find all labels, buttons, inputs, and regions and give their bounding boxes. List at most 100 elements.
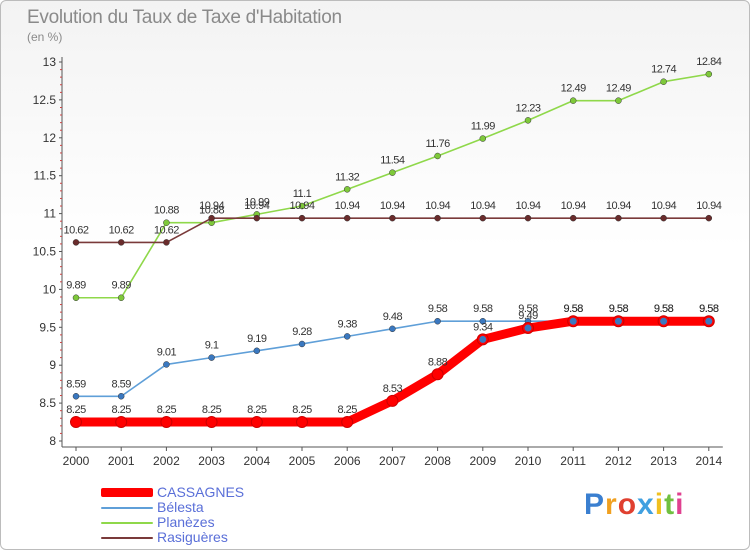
data-label: 12.84	[696, 56, 721, 68]
data-point-inner	[479, 335, 487, 343]
data-label: 10.88	[154, 205, 179, 217]
data-label: 9.89	[66, 280, 86, 292]
data-point	[205, 416, 218, 429]
chart-title: Evolution du Taux de Taxe d'Habitation	[27, 7, 342, 28]
data-label: 12.23	[515, 102, 540, 114]
data-point	[434, 214, 441, 222]
data-point	[253, 347, 261, 355]
legend-swatch	[101, 536, 153, 539]
data-label: 8.53	[383, 383, 403, 395]
data-point	[343, 333, 351, 340]
legend-entry: Rasiguères	[101, 530, 244, 545]
x-tick-label: 2002	[153, 454, 180, 468]
data-label: 11.99	[471, 121, 496, 133]
data-label: 9.58	[699, 303, 719, 315]
data-label: 10.62	[63, 224, 88, 236]
x-tick-label: 2006	[334, 454, 361, 468]
data-label: 9.58	[428, 303, 448, 315]
data-label: 8.25	[202, 404, 222, 416]
data-label: 8.25	[66, 404, 86, 416]
legend-entry: Planèzes	[101, 515, 244, 530]
y-tick-label: 8	[49, 434, 56, 448]
data-point	[615, 97, 622, 104]
data-label: 10.94	[244, 200, 269, 212]
data-point	[163, 239, 170, 246]
legend-label: Bélesta	[157, 499, 204, 515]
y-tick-label: 12	[43, 131, 57, 145]
data-point	[117, 294, 125, 301]
data-label: 10.88	[199, 205, 224, 217]
legend-entry: Bélesta	[101, 500, 244, 515]
y-tick-label: 9.5	[39, 320, 56, 334]
data-point	[72, 294, 80, 301]
data-label: 9.01	[157, 346, 177, 358]
proxiti-logo: Proxiti	[584, 488, 685, 521]
data-point	[389, 169, 396, 176]
data-point-inner	[660, 317, 668, 325]
data-point	[434, 317, 441, 325]
data-label: 8.59	[111, 378, 131, 390]
x-tick-label: 2004	[243, 454, 270, 468]
x-tick-label: 2003	[198, 454, 225, 468]
data-label: 10.99	[244, 196, 269, 208]
x-tick-label: 2001	[108, 454, 135, 468]
data-point	[660, 78, 667, 85]
data-point	[72, 393, 80, 400]
data-point	[296, 416, 308, 429]
data-label: 9.58	[609, 303, 629, 315]
data-label: 9.28	[292, 326, 312, 338]
data-label: 10.62	[154, 224, 179, 236]
data-label: 9.34	[473, 321, 493, 333]
data-point	[163, 219, 170, 226]
data-label: 8.25	[247, 404, 267, 416]
data-label: 9.58	[563, 303, 583, 315]
x-tick-label: 2013	[650, 454, 677, 468]
data-label: 10.94	[561, 200, 586, 212]
data-point-inner	[705, 317, 713, 325]
data-label: 10.94	[651, 200, 676, 212]
data-label: 11.32	[335, 171, 360, 183]
legend-label: Planèzes	[157, 514, 215, 530]
x-tick-label: 2007	[379, 454, 406, 468]
y-tick-label: 10	[43, 282, 57, 296]
data-point	[298, 214, 306, 222]
data-label: 10.94	[606, 200, 631, 212]
data-point	[389, 325, 396, 333]
data-point	[208, 214, 215, 222]
data-label: 8.88	[428, 356, 448, 368]
data-point	[569, 97, 577, 104]
chart-subtitle: (en %)	[27, 30, 63, 44]
data-point	[72, 239, 80, 246]
data-label: 8.59	[66, 378, 86, 390]
x-tick-label: 2010	[515, 454, 542, 468]
data-label: 10.94	[289, 200, 314, 212]
data-point-inner	[614, 317, 622, 325]
data-point	[615, 214, 622, 222]
data-label: 10.94	[515, 200, 540, 212]
data-point	[524, 214, 532, 222]
data-point	[117, 239, 125, 246]
data-label: 9.19	[247, 333, 267, 345]
y-tick-label: 11.5	[34, 169, 57, 183]
chart-legend: CASSAGNES Bélesta Planèzes Rasiguères	[101, 485, 244, 545]
data-point	[208, 354, 215, 361]
data-point	[386, 394, 399, 407]
data-point	[115, 416, 128, 429]
data-point	[298, 202, 306, 210]
data-label: 10.94	[470, 200, 495, 212]
x-tick-label: 2009	[469, 454, 496, 468]
data-point	[705, 214, 713, 222]
data-point-inner	[569, 317, 577, 325]
y-tick-label: 9	[49, 358, 56, 372]
legend-swatch	[101, 506, 153, 509]
data-point	[660, 214, 667, 222]
x-tick-label: 2012	[605, 454, 632, 468]
data-label: 12.49	[606, 83, 631, 95]
y-tick-label: 12.5	[33, 93, 57, 107]
legend-swatch	[101, 488, 153, 497]
data-label: 8.25	[157, 404, 177, 416]
data-label: 9.1	[205, 340, 219, 352]
data-point	[524, 117, 532, 124]
